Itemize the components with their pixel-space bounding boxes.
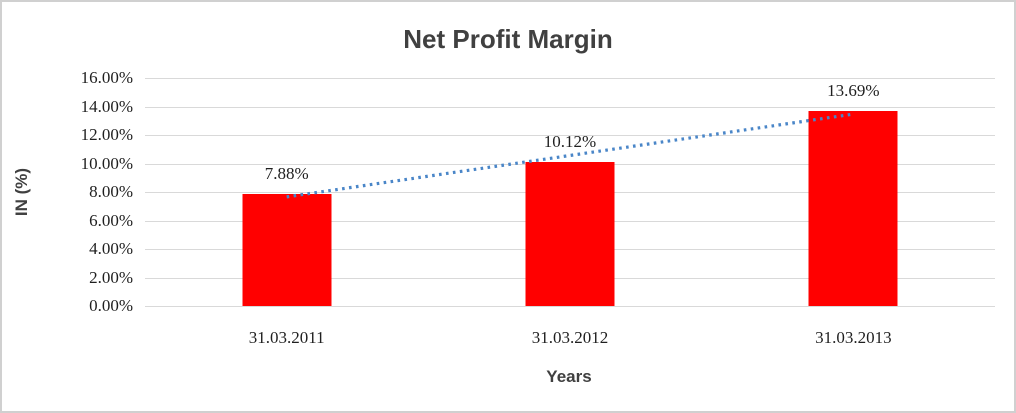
bar-slot: 10.12% [428,78,711,306]
bar-slot: 7.88% [145,78,428,306]
data-label: 7.88% [264,163,309,183]
x-axis-tick-label: 31.03.2012 [531,328,609,347]
plot-area: 7.88% 10.12% 13.69% [145,78,995,307]
x-axis-tick-label: 31.03.2011 [248,328,325,347]
y-axis-tick-labels: 16.00% 14.00% 12.00% 10.00% 8.00% 6.00% 4.00% 2… [2,68,133,315]
y-axis-tick-label: 0.00% [89,296,133,315]
x-axis-tick-label: 31.03.2013 [815,328,892,347]
y-axis-tick-label: 16.00% [80,68,133,87]
chart-title: Net Profit Margin [403,24,613,54]
y-axis-tick-label: 14.00% [80,96,133,116]
y-axis-tick-label: 4.00% [89,239,133,258]
gridline [145,106,995,108]
y-axis-tick-label: 2.00% [89,267,133,287]
bar-31.03.2012 [525,161,615,306]
x-axis-tick-labels: 31.03.2011 31.03.2012 31.03.2013 [145,328,995,348]
y-axis-tick-label: 12.00% [80,125,133,144]
bar-31.03.2013 [808,110,898,306]
gridline [145,78,995,79]
gridline [145,135,995,136]
y-axis-tick-label: 6.00% [89,210,133,230]
bar-31.03.2011 [242,193,332,306]
data-label: 10.12% [543,131,597,151]
data-label: 13.69% [827,80,880,100]
y-axis-tick-label: 8.00% [89,182,133,201]
gridline [145,306,995,307]
bar-slot: 13.69% [712,78,995,306]
trendline [286,112,854,199]
y-axis-tick-label: 10.00% [80,153,133,173]
x-axis-title: Years [546,367,592,386]
